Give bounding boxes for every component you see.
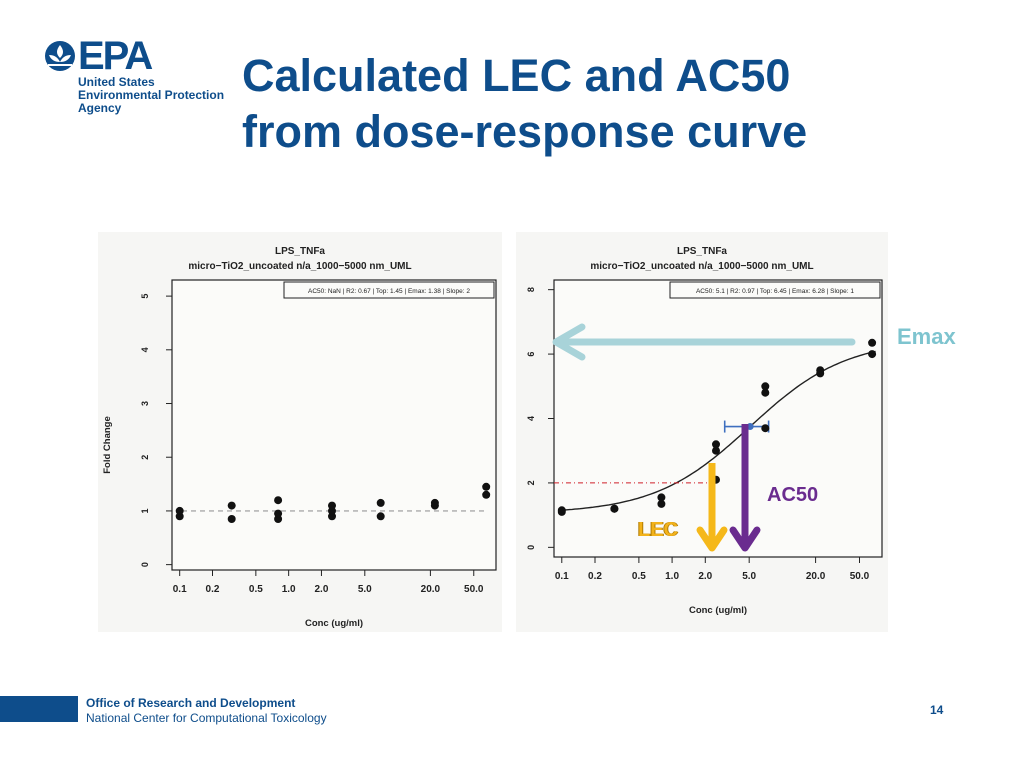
slide-title: Calculated LEC and AC50 from dose-respon… (242, 48, 1002, 160)
x-tick-label: 5.0 (742, 571, 756, 582)
y-tick-label: 2 (140, 455, 150, 460)
data-point (761, 388, 770, 397)
data-point (868, 350, 877, 359)
data-point (430, 498, 439, 507)
epa-wordmark: EPA (78, 34, 153, 78)
data-point (376, 512, 385, 521)
y-tick-label: 1 (140, 508, 150, 513)
x-tick-label: 1.0 (282, 584, 296, 595)
chart-legend-text: AC50: NaN | R2: 0.67 | Top: 1.45 | Emax:… (308, 288, 470, 295)
data-point (227, 501, 236, 510)
chart-panel-left: LPS_TNFa micro−TiO2_uncoated n/a_1000−500… (98, 232, 502, 632)
dose-response-chart-fitted: LPS_TNFa micro−TiO2_uncoated n/a_1000−500… (526, 246, 883, 616)
y-tick-label: 5 (140, 294, 150, 299)
y-tick-label: 0 (140, 562, 150, 567)
x-tick-label: 2.0 (314, 584, 328, 595)
page-number: 14 (930, 703, 944, 717)
x-axis-label: Conc (ug/ml) (689, 605, 747, 616)
epa-flower-icon (45, 41, 75, 71)
chart-legend-box (669, 281, 881, 299)
y-tick-label: 3 (140, 401, 150, 406)
data-point (274, 509, 283, 518)
footer-bar (0, 696, 78, 722)
emax-label: Emax (897, 324, 956, 349)
x-tick-label: 2.0 (698, 571, 712, 582)
data-point (482, 490, 491, 499)
x-tick-label: 0.2 (588, 571, 602, 582)
agency-line-2: Environmental Protection (78, 88, 225, 102)
x-tick-label: 0.1 (173, 584, 187, 595)
x-tick-label: 0.5 (632, 571, 646, 582)
plot-frame (553, 279, 883, 558)
data-point (816, 366, 825, 375)
data-point (712, 475, 720, 484)
data-point (761, 424, 770, 433)
chart-legend-box (283, 281, 495, 299)
chart-title: LPS_TNFa (275, 246, 325, 257)
data-point (376, 498, 385, 507)
data-point (868, 338, 877, 347)
data-point (610, 504, 619, 513)
data-point (657, 493, 666, 502)
x-tick-label: 0.1 (555, 571, 569, 582)
data-point (274, 496, 283, 505)
chart-title: LPS_TNFa (677, 246, 727, 257)
y-tick-label: 8 (526, 287, 536, 292)
ac50-label: AC50 (767, 484, 819, 506)
epa-logo: EPA United States Environmental Protecti… (44, 34, 234, 118)
data-point (175, 506, 184, 515)
y-tick-label: 6 (526, 352, 536, 357)
data-point (328, 501, 336, 510)
x-axis-label: Conc (ug/ml) (305, 618, 363, 629)
footer-center: National Center for Computational Toxico… (86, 711, 327, 725)
x-tick-label: 50.0 (850, 571, 870, 582)
agency-line-1: United States (78, 75, 155, 89)
data-point (482, 482, 491, 491)
y-tick-label: 2 (526, 480, 536, 485)
chart-subtitle: micro−TiO2_uncoated n/a_1000−5000 nm_UML (590, 261, 813, 272)
slide-title-line-2: from dose-response curve (242, 106, 808, 157)
x-tick-label: 5.0 (358, 584, 372, 595)
footer-office: Office of Research and Development (86, 696, 296, 710)
chart-subtitle: micro−TiO2_uncoated n/a_1000−5000 nm_UML (188, 261, 411, 272)
y-tick-label: 0 (526, 545, 536, 550)
ac50-point (746, 423, 754, 431)
x-tick-label: 0.2 (206, 584, 220, 595)
data-point (712, 440, 720, 449)
x-tick-label: 50.0 (464, 584, 484, 595)
x-tick-label: 20.0 (421, 584, 441, 595)
data-point (227, 515, 236, 523)
y-tick-label: 4 (140, 347, 150, 352)
x-tick-label: 20.0 (806, 571, 826, 582)
data-point (557, 506, 566, 515)
data-point (712, 446, 720, 455)
chart-legend-text: AC50: 5.1 | R2: 0.97 | Top: 6.45 | Emax:… (696, 288, 854, 295)
y-tick-label: 4 (526, 416, 536, 421)
data-point (761, 382, 770, 391)
slide-title-line-1: Calculated LEC and AC50 (242, 50, 791, 101)
data-point (657, 499, 666, 508)
x-tick-label: 1.0 (665, 571, 679, 582)
x-tick-label: 0.5 (249, 584, 263, 595)
plot-frame (171, 279, 497, 571)
y-axis-label: Fold Change (102, 416, 113, 474)
agency-line-3: Agency (78, 101, 122, 115)
lec-label: LEC (638, 519, 678, 541)
dose-response-chart-uncoated: LPS_TNFa micro−TiO2_uncoated n/a_1000−500… (102, 246, 497, 629)
chart-panel-right: LPS_TNFa micro−TiO2_uncoated n/a_1000−500… (516, 232, 888, 632)
